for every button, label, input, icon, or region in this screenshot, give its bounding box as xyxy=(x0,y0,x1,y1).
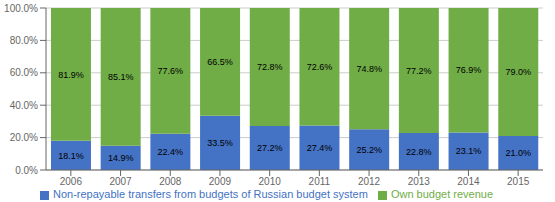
svg-text:74.8%: 74.8% xyxy=(356,64,382,74)
svg-text:2013: 2013 xyxy=(408,176,431,187)
svg-text:2009: 2009 xyxy=(209,176,232,187)
svg-text:14.9%: 14.9% xyxy=(108,153,134,163)
svg-text:25.2%: 25.2% xyxy=(356,145,382,155)
svg-text:23.1%: 23.1% xyxy=(456,146,482,156)
svg-text:21.0%: 21.0% xyxy=(506,148,532,158)
svg-text:79.0%: 79.0% xyxy=(506,67,532,77)
svg-text:27.2%: 27.2% xyxy=(257,143,283,153)
svg-text:2006: 2006 xyxy=(60,176,83,187)
svg-text:40.0%: 40.0% xyxy=(10,100,38,111)
svg-text:72.6%: 72.6% xyxy=(307,62,333,72)
svg-text:27.4%: 27.4% xyxy=(307,143,333,153)
svg-text:81.9%: 81.9% xyxy=(58,70,84,80)
svg-text:76.9%: 76.9% xyxy=(456,65,482,75)
svg-text:2014: 2014 xyxy=(457,176,480,187)
html-text:Own budget revenue: Own budget revenue xyxy=(390,188,493,200)
svg-text:2012: 2012 xyxy=(358,176,381,187)
svg-text:2007: 2007 xyxy=(109,176,132,187)
svg-text:72.8%: 72.8% xyxy=(257,62,283,72)
svg-text:100.0%: 100.0% xyxy=(8,3,38,14)
svg-text:22.8%: 22.8% xyxy=(406,147,432,157)
svg-text:80.0%: 80.0% xyxy=(10,35,38,46)
svg-text:18.1%: 18.1% xyxy=(58,151,84,161)
svg-text:22.4%: 22.4% xyxy=(158,147,184,157)
svg-text:20.0%: 20.0% xyxy=(10,132,38,143)
svg-text:85.1%: 85.1% xyxy=(108,72,134,82)
svg-text:66.5%: 66.5% xyxy=(207,57,233,67)
svg-text:77.6%: 77.6% xyxy=(158,66,184,76)
svg-text:33.5%: 33.5% xyxy=(207,138,233,148)
svg-text:2011: 2011 xyxy=(309,176,331,187)
svg-text:2015: 2015 xyxy=(507,176,530,187)
svg-text:77.2%: 77.2% xyxy=(406,66,432,76)
svg-text:2010: 2010 xyxy=(259,176,282,187)
svg-text:60.0%: 60.0% xyxy=(10,67,38,78)
html-text:Non-repayable transfers from b: Non-repayable transfers from budgets of … xyxy=(53,188,368,200)
svg-text:2008: 2008 xyxy=(159,176,182,187)
svg-text:0.0%: 0.0% xyxy=(15,165,38,176)
